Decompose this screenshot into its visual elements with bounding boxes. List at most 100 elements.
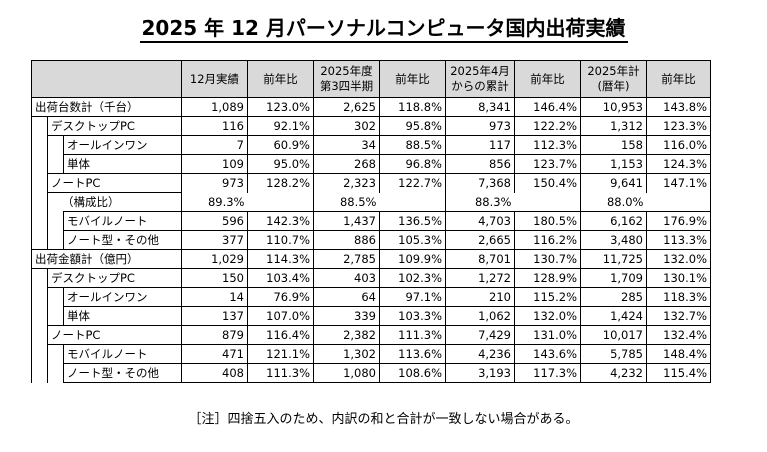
yoy-cell: 113.3% xyxy=(646,230,711,250)
indent-cell xyxy=(31,344,48,364)
indent-cell xyxy=(31,306,48,326)
yoy-cell: 122.7% xyxy=(379,173,446,193)
value-cell: 596 xyxy=(181,211,248,231)
indent-cell xyxy=(47,363,64,383)
column-header: 前年比 xyxy=(514,60,581,98)
shipment-table: 12月実績 前年比 2025年度 第3四半期 前年比 2025年4月 からの累計 前年比 2… xyxy=(31,60,711,383)
table-row: ノートPC 973 128.2% 2,323 122.7% 7,368 150.4% 9,64… xyxy=(31,173,711,193)
value-cell: 886 xyxy=(313,230,380,250)
footnote: ［注］四捨五入のため、内訳の和と合計が一致しない場合がある。 xyxy=(188,412,579,427)
yoy-cell: 128.2% xyxy=(247,173,314,193)
indent-cell xyxy=(31,154,48,174)
value-cell: 377 xyxy=(181,230,248,250)
yoy-cell: 121.1% xyxy=(247,344,314,364)
value-cell: 4,236 xyxy=(445,344,515,364)
yoy-cell: 103.4% xyxy=(247,268,314,288)
column-header: 前年比 xyxy=(247,60,314,98)
yoy-cell: 130.1% xyxy=(646,268,711,288)
yoy-cell: 131.0% xyxy=(514,325,581,345)
table-row: ノートPC 879 116.4% 2,382 111.3% 7,429 131.0% 10,0… xyxy=(31,325,711,345)
row-label: ノートPC xyxy=(47,173,182,193)
table-header-row: 12月実績 前年比 2025年度 第3四半期 前年比 2025年4月 からの累計 前年比 2… xyxy=(31,60,711,98)
column-header: 前年比 xyxy=(379,60,446,98)
yoy-cell: 123.3% xyxy=(646,116,711,136)
value-cell: 1,312 xyxy=(580,116,647,136)
indent-cell xyxy=(31,268,48,288)
yoy-cell: 124.3% xyxy=(646,154,711,174)
value-cell: 973 xyxy=(181,173,248,193)
yoy-cell xyxy=(646,192,711,212)
yoy-cell: 143.6% xyxy=(514,344,581,364)
yoy-cell: 132.4% xyxy=(646,325,711,345)
value-cell: 7,368 xyxy=(445,173,515,193)
yoy-cell: 112.3% xyxy=(514,135,581,155)
row-label: デスクトップPC xyxy=(47,116,182,136)
yoy-cell: 115.4% xyxy=(646,363,711,383)
yoy-cell: 107.0% xyxy=(247,306,314,326)
value-cell: 11,725 xyxy=(580,249,647,269)
indent-cell xyxy=(31,173,48,193)
column-header: 2025年度 第3四半期 xyxy=(313,60,380,98)
yoy-cell: 130.7% xyxy=(514,249,581,269)
yoy-cell xyxy=(247,192,314,212)
yoy-cell: 111.3% xyxy=(379,325,446,345)
row-label: ノート型・その他 xyxy=(63,230,182,250)
yoy-cell: 60.9% xyxy=(247,135,314,155)
value-cell: 4,232 xyxy=(580,363,647,383)
value-cell: 403 xyxy=(313,268,380,288)
table-row: 出荷台数計（千台） 1,089 123.0% 2,625 118.8% 8,341 146.… xyxy=(31,97,711,117)
value-cell: 150 xyxy=(181,268,248,288)
yoy-cell: 132.0% xyxy=(514,306,581,326)
indent-cell xyxy=(31,325,48,345)
yoy-cell: 76.9% xyxy=(247,287,314,307)
value-cell: 7 xyxy=(181,135,248,155)
yoy-cell: 114.3% xyxy=(247,249,314,269)
yoy-cell: 116.0% xyxy=(646,135,711,155)
value-cell: 88.3% xyxy=(445,192,515,212)
row-label: 単体 xyxy=(63,306,182,326)
value-cell: 5,785 xyxy=(580,344,647,364)
value-cell: 1,080 xyxy=(313,363,380,383)
yoy-cell: 150.4% xyxy=(514,173,581,193)
value-cell: 2,323 xyxy=(313,173,380,193)
yoy-cell: 108.6% xyxy=(379,363,446,383)
yoy-cell: 96.8% xyxy=(379,154,446,174)
indent-cell xyxy=(47,344,64,364)
yoy-cell: 110.7% xyxy=(247,230,314,250)
value-cell: 2,785 xyxy=(313,249,380,269)
row-label: （構成比） xyxy=(47,192,182,212)
indent-cell xyxy=(47,211,64,231)
indent-cell xyxy=(31,363,48,383)
indent-cell xyxy=(47,154,64,174)
value-cell: 14 xyxy=(181,287,248,307)
yoy-cell xyxy=(379,192,446,212)
value-cell: 879 xyxy=(181,325,248,345)
value-cell: 408 xyxy=(181,363,248,383)
yoy-cell: 103.3% xyxy=(379,306,446,326)
yoy-cell: 118.8% xyxy=(379,97,446,117)
yoy-cell: 95.0% xyxy=(247,154,314,174)
value-cell: 1,153 xyxy=(580,154,647,174)
indent-cell xyxy=(47,306,64,326)
yoy-cell: 113.6% xyxy=(379,344,446,364)
yoy-cell: 148.4% xyxy=(646,344,711,364)
value-cell: 8,701 xyxy=(445,249,515,269)
table-row: モバイルノート 596 142.3% 1,437 136.5% 4,703 180.5% 6,… xyxy=(31,211,711,231)
row-label: モバイルノート xyxy=(63,211,182,231)
value-cell: 9,641 xyxy=(580,173,647,193)
table-row: モバイルノート 471 121.1% 1,302 113.6% 4,236 143.6% 5,… xyxy=(31,344,711,364)
column-header: 前年比 xyxy=(646,60,711,98)
indent-cell xyxy=(47,135,64,155)
yoy-cell: 109.9% xyxy=(379,249,446,269)
table-row: オールインワン 14 76.9% 64 97.1% 210 115.2% 285 118.3% xyxy=(31,287,711,307)
table-row: 出荷金額計（億円） 1,029 114.3% 2,785 109.9% 8,701 130.… xyxy=(31,249,711,269)
yoy-cell: 117.3% xyxy=(514,363,581,383)
indent-cell xyxy=(31,287,48,307)
yoy-cell: 122.2% xyxy=(514,116,581,136)
table-row: ノート型・その他 408 111.3% 1,080 108.6% 3,193 117.3% 4… xyxy=(31,363,711,383)
value-cell: 1,424 xyxy=(580,306,647,326)
value-cell: 117 xyxy=(445,135,515,155)
header-blank xyxy=(31,60,182,98)
indent-cell xyxy=(31,135,48,155)
value-cell: 64 xyxy=(313,287,380,307)
